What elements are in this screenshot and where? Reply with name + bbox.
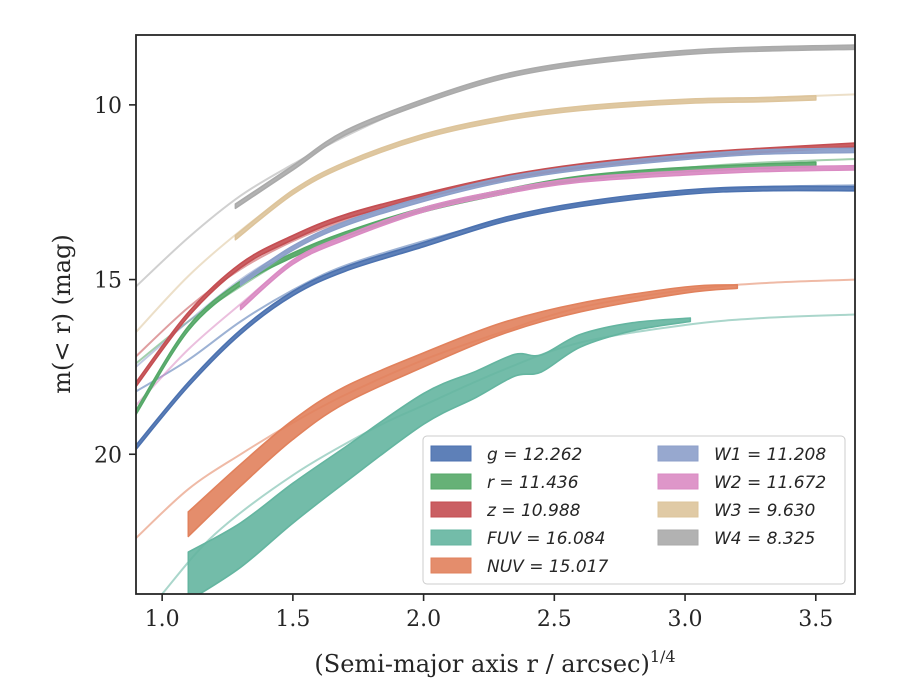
x-tick-label: 1.5: [275, 607, 310, 632]
legend-swatch: [657, 529, 699, 546]
x-tick-label: 3.5: [798, 607, 833, 632]
plot-frame: [135, 34, 856, 595]
legend-box: [422, 435, 846, 585]
legend: g = 12.262 r = 11.436 z = 10.988 FUV = 16.0…: [422, 435, 846, 585]
legend-label: W2 = 11.672: [714, 473, 826, 493]
data-band-w4: [234, 44, 855, 210]
x-axis-label: (Semi-major axis r / arcsec)1/4: [314, 647, 675, 678]
legend-label: NUV = 15.017: [487, 557, 609, 577]
legend-label: z = 10.988: [486, 501, 581, 521]
legend-label: W1 = 11.208: [714, 445, 826, 465]
legend-swatch: [657, 445, 699, 462]
legend-entry-r: r = 11.436: [430, 473, 579, 493]
y-axis-ticks: 10 15 20: [94, 94, 136, 468]
data-band-fuv: [187, 317, 692, 594]
legend-swatch: [430, 445, 472, 462]
x-tick-label: 1.0: [145, 607, 180, 632]
legend-entry-z: z = 10.988: [430, 501, 581, 521]
legend-swatch: [657, 501, 699, 518]
x-axis-label-exponent: 1/4: [650, 647, 676, 666]
legend-swatch: [430, 557, 472, 574]
data-bands: [136, 44, 855, 594]
legend-entry-w3: W3 = 9.630: [657, 501, 815, 521]
x-tick-label: 2.0: [406, 607, 441, 632]
legend-entry-nuv: NUV = 15.017: [430, 557, 609, 577]
legend-label: r = 11.436: [487, 473, 579, 493]
legend-entry-w4: W4 = 8.325: [657, 529, 815, 549]
y-tick-label: 15: [94, 269, 122, 294]
x-tick-label: 2.5: [537, 607, 572, 632]
legend-swatch: [430, 473, 472, 490]
y-tick-label: 10: [94, 94, 122, 119]
legend-swatch: [430, 529, 472, 546]
data-band-nuv: [187, 284, 739, 538]
data-band-w3: [234, 95, 817, 241]
legend-entry-w2: W2 = 11.672: [657, 473, 826, 493]
legend-label: W4 = 8.325: [714, 529, 815, 549]
x-tick-label: 3.0: [668, 607, 703, 632]
legend-entry-fuv: FUV = 16.084: [430, 529, 605, 549]
legend-entry-w1: W1 = 11.208: [657, 445, 826, 465]
data-band-w2: [239, 164, 855, 311]
legend-label: g = 12.262: [487, 445, 582, 465]
x-axis-label-main: (Semi-major axis r / arcsec): [314, 650, 649, 678]
data-band-z: [136, 142, 855, 388]
y-tick-label: 20: [94, 443, 122, 468]
data-band-w1: [239, 147, 855, 286]
x-axis-ticks: 1.0 1.5 2.0 2.5 3.0 3.5: [145, 594, 833, 632]
legend-swatch: [430, 501, 472, 518]
legend-swatch: [657, 473, 699, 490]
legend-label: FUV = 16.084: [487, 529, 605, 549]
data-band-g: [136, 185, 855, 451]
legend-label: W3 = 9.630: [714, 501, 815, 521]
legend-entry-g: g = 12.262: [430, 445, 582, 465]
y-axis-label: m(< r) (mag): [48, 234, 76, 393]
